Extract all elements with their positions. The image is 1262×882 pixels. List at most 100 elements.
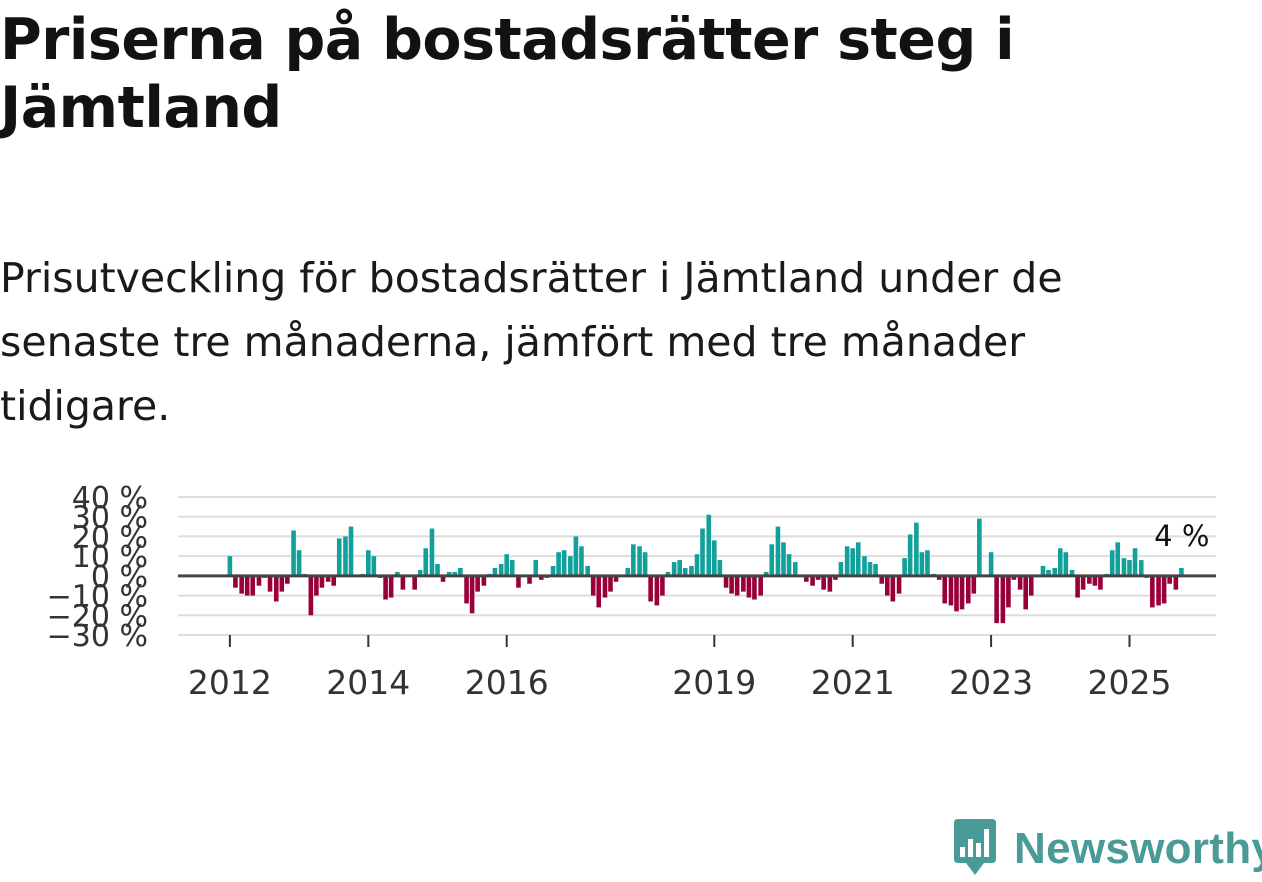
bar (498, 564, 504, 576)
bar (1023, 575, 1029, 610)
bar (890, 575, 896, 602)
bar (1000, 575, 1006, 624)
bar (741, 575, 746, 592)
bar (648, 575, 653, 602)
bar (873, 564, 878, 576)
bar (717, 560, 723, 576)
bar (804, 575, 809, 582)
x-tick-label: 2012 (188, 663, 272, 702)
bar (395, 571, 400, 576)
x-tick-label: 2023 (949, 663, 1033, 702)
bar (579, 546, 584, 576)
bar (914, 522, 919, 576)
bar (682, 567, 688, 576)
bar (412, 575, 417, 590)
bar (452, 571, 458, 576)
y-tick-label: −30 % (47, 619, 148, 654)
bar (400, 575, 406, 590)
bar (343, 536, 348, 576)
bar (642, 552, 648, 576)
bar (596, 575, 602, 608)
bar (763, 571, 769, 576)
bar (308, 575, 314, 616)
bar (862, 556, 867, 576)
bar (665, 571, 671, 576)
bar (786, 554, 792, 576)
bar (227, 556, 233, 576)
bar (1052, 567, 1058, 576)
bar (706, 514, 712, 576)
bar (417, 569, 423, 576)
bars (227, 514, 1184, 624)
bar (838, 562, 844, 576)
bar (925, 550, 930, 576)
bar (1179, 567, 1184, 576)
bar (821, 575, 826, 590)
bar (440, 575, 446, 582)
bar (734, 575, 740, 596)
bar (435, 564, 440, 576)
bar (1046, 569, 1051, 576)
bar (988, 552, 994, 576)
bar (267, 575, 273, 592)
bar (919, 552, 925, 576)
bar (1132, 548, 1138, 576)
bar (884, 575, 890, 596)
y-tick-label: 30 % (72, 501, 148, 536)
bar (815, 575, 821, 580)
bar (1075, 575, 1080, 598)
brand-logo: Newsworthy (950, 816, 1262, 882)
bar (896, 575, 902, 594)
bar (585, 566, 590, 576)
bar (250, 575, 256, 596)
bar (833, 575, 838, 580)
bar (752, 575, 757, 600)
y-tick-label: 20 % (72, 520, 148, 555)
y-tick-label: 0 % (91, 560, 148, 595)
bar (1011, 575, 1017, 580)
bar (464, 575, 469, 604)
bar (561, 550, 567, 576)
bar (1109, 550, 1115, 576)
bar (458, 567, 463, 576)
bar (660, 575, 665, 596)
y-tick-label: −10 % (47, 580, 148, 615)
bar (1006, 575, 1011, 608)
bar (1098, 575, 1103, 590)
bar (296, 550, 302, 576)
newsworthy-logo-icon (954, 819, 996, 875)
bar (527, 575, 532, 584)
bar (1080, 575, 1086, 590)
bar (855, 542, 861, 576)
bar (233, 575, 238, 588)
bar (902, 558, 907, 576)
bar (844, 546, 850, 576)
bar (769, 544, 775, 576)
bar (810, 575, 815, 586)
bar (1087, 575, 1092, 584)
bar (994, 575, 999, 624)
bar (556, 552, 561, 576)
bar (954, 575, 959, 612)
bar (423, 548, 429, 576)
bar (1156, 575, 1161, 606)
bar (1069, 569, 1075, 576)
bar (285, 575, 290, 584)
bar (879, 575, 885, 584)
bar (388, 575, 394, 598)
bar (371, 556, 377, 576)
bar (746, 575, 752, 598)
bar (256, 575, 262, 586)
bar (1150, 575, 1155, 608)
bar (781, 542, 786, 576)
bar (1173, 575, 1179, 590)
bar (509, 560, 515, 576)
bar (758, 575, 763, 596)
bar (244, 575, 250, 596)
bar (775, 526, 781, 576)
bar (792, 562, 798, 576)
bar (723, 575, 729, 588)
bar (971, 575, 977, 594)
chart-subtitle: Prisutveckling för bostadsrätter i Jämtl… (0, 254, 1063, 430)
bar (867, 562, 873, 576)
